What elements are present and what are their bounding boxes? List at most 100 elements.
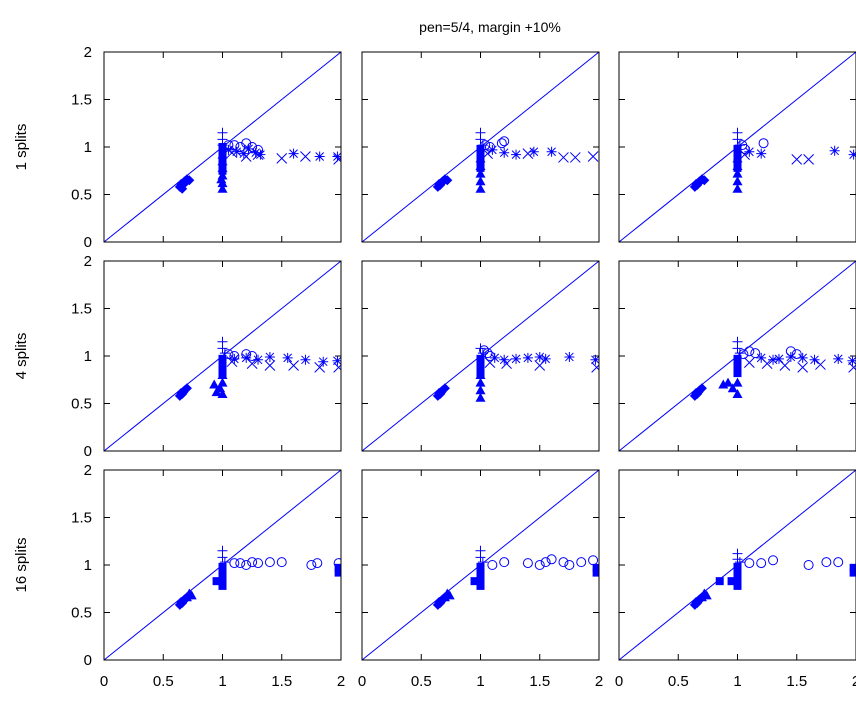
data-point-triangle [732, 389, 743, 398]
data-point-square [218, 575, 227, 584]
panel-r3-c3: 0 0.5 1 1.5 2 [615, 469, 856, 690]
data-point-cross [246, 358, 258, 369]
data-point-circle [499, 557, 510, 568]
data-point-asterisk [332, 151, 341, 162]
data-point-asterisk [756, 148, 767, 159]
x-tick-label: 1 [733, 673, 741, 690]
panel-grid: 0 0.5 1 1.5 2 1 splits 0 0.5 1 1.5 2 4 splits 0 0.5 1 1… [13, 44, 856, 690]
data-point-asterisk [499, 354, 510, 365]
x-tick-label: 0 [358, 673, 366, 690]
series-plus [475, 545, 488, 568]
series-diamond [174, 383, 192, 401]
series-asterisk [487, 144, 557, 160]
data-point-plus [734, 557, 745, 568]
data-point-asterisk [241, 352, 252, 363]
data-point-cross [333, 153, 341, 165]
series-diamond [432, 383, 450, 401]
series-circle [229, 557, 341, 570]
data-point-diamond [176, 388, 187, 399]
series-cross [743, 357, 856, 373]
series-square [476, 144, 485, 172]
series-square [715, 562, 742, 590]
data-point-cross [482, 148, 493, 160]
data-point-circle [229, 140, 240, 151]
x-tick-label: 0.5 [411, 673, 432, 690]
y-tick-label: 1.5 [71, 510, 92, 527]
series-square [733, 144, 742, 172]
data-point-plus [217, 552, 228, 563]
data-point-cross [739, 149, 750, 160]
x-tick-label: 0 [615, 673, 623, 690]
y-tick-label: 1 [84, 557, 92, 574]
data-point-square [733, 581, 742, 590]
panel-points [174, 127, 341, 194]
data-point-square [476, 150, 485, 159]
data-point-cross [803, 153, 814, 165]
y-tick-label: 1.5 [71, 301, 92, 318]
data-point-cross [587, 151, 599, 162]
data-point-square [218, 154, 227, 163]
y-tick-label: 2 [84, 44, 92, 61]
data-point-circle [546, 554, 557, 565]
y-tick-label: 1 [84, 348, 92, 365]
data-point-cross [240, 151, 252, 162]
data-point-cross [743, 357, 755, 369]
panel-frame [361, 260, 600, 452]
y-tick-label: 0.5 [71, 605, 92, 622]
data-point-asterisk [546, 146, 557, 157]
data-point-cross [522, 148, 534, 160]
data-point-asterisk [318, 356, 329, 367]
data-point-square [476, 163, 485, 172]
data-point-asterisk [288, 148, 299, 159]
data-point-square [733, 369, 742, 378]
panel-points [689, 548, 856, 610]
data-point-square [476, 575, 485, 584]
series-triangle [439, 588, 455, 602]
panel-frame [103, 51, 342, 243]
panel-frame [361, 469, 600, 661]
data-point-square [733, 575, 742, 584]
data-point-asterisk [528, 146, 539, 157]
series-asterisk [744, 145, 856, 160]
data-point-cross [558, 152, 569, 163]
data-point-square [212, 577, 221, 586]
x-tick-label: 0 [100, 673, 108, 690]
panel-frame [103, 260, 342, 452]
data-point-triangle [475, 168, 486, 178]
data-point-asterisk [253, 354, 264, 365]
data-point-asterisk [511, 149, 522, 160]
series-square_edge [849, 563, 856, 577]
data-point-cross [791, 153, 803, 165]
data-point-square [733, 163, 742, 172]
series-square [470, 562, 485, 590]
data-point-square [733, 568, 742, 577]
data-point-triangle [217, 389, 228, 398]
panel-points [689, 336, 856, 401]
data-point-cross [276, 153, 288, 164]
x-tick-label: 0.5 [153, 673, 174, 690]
data-point-circle [241, 138, 252, 149]
series-plus [217, 545, 230, 568]
data-point-circle [253, 558, 264, 569]
data-point-circle [744, 346, 755, 357]
data-point-circle [480, 140, 491, 151]
data-point-asterisk [847, 355, 856, 366]
data-point-square [592, 563, 599, 572]
series-asterisk [223, 143, 341, 162]
y-tick-label: 1 [84, 139, 92, 156]
data-point-square [733, 562, 742, 571]
data-point-triangle [727, 383, 738, 393]
data-point-triangle [475, 377, 486, 387]
data-point-triangle [732, 176, 743, 186]
series-circle [480, 136, 510, 152]
panel-points [432, 545, 599, 610]
data-point-circle [564, 560, 575, 570]
data-point-square [476, 369, 485, 378]
panel-frame [361, 51, 600, 243]
data-point-square [218, 568, 227, 577]
data-point-circle [247, 557, 258, 568]
series-circle [487, 554, 599, 570]
data-point-circle [247, 351, 258, 361]
data-point-triangle [475, 385, 486, 395]
data-point-asterisk [809, 354, 820, 365]
